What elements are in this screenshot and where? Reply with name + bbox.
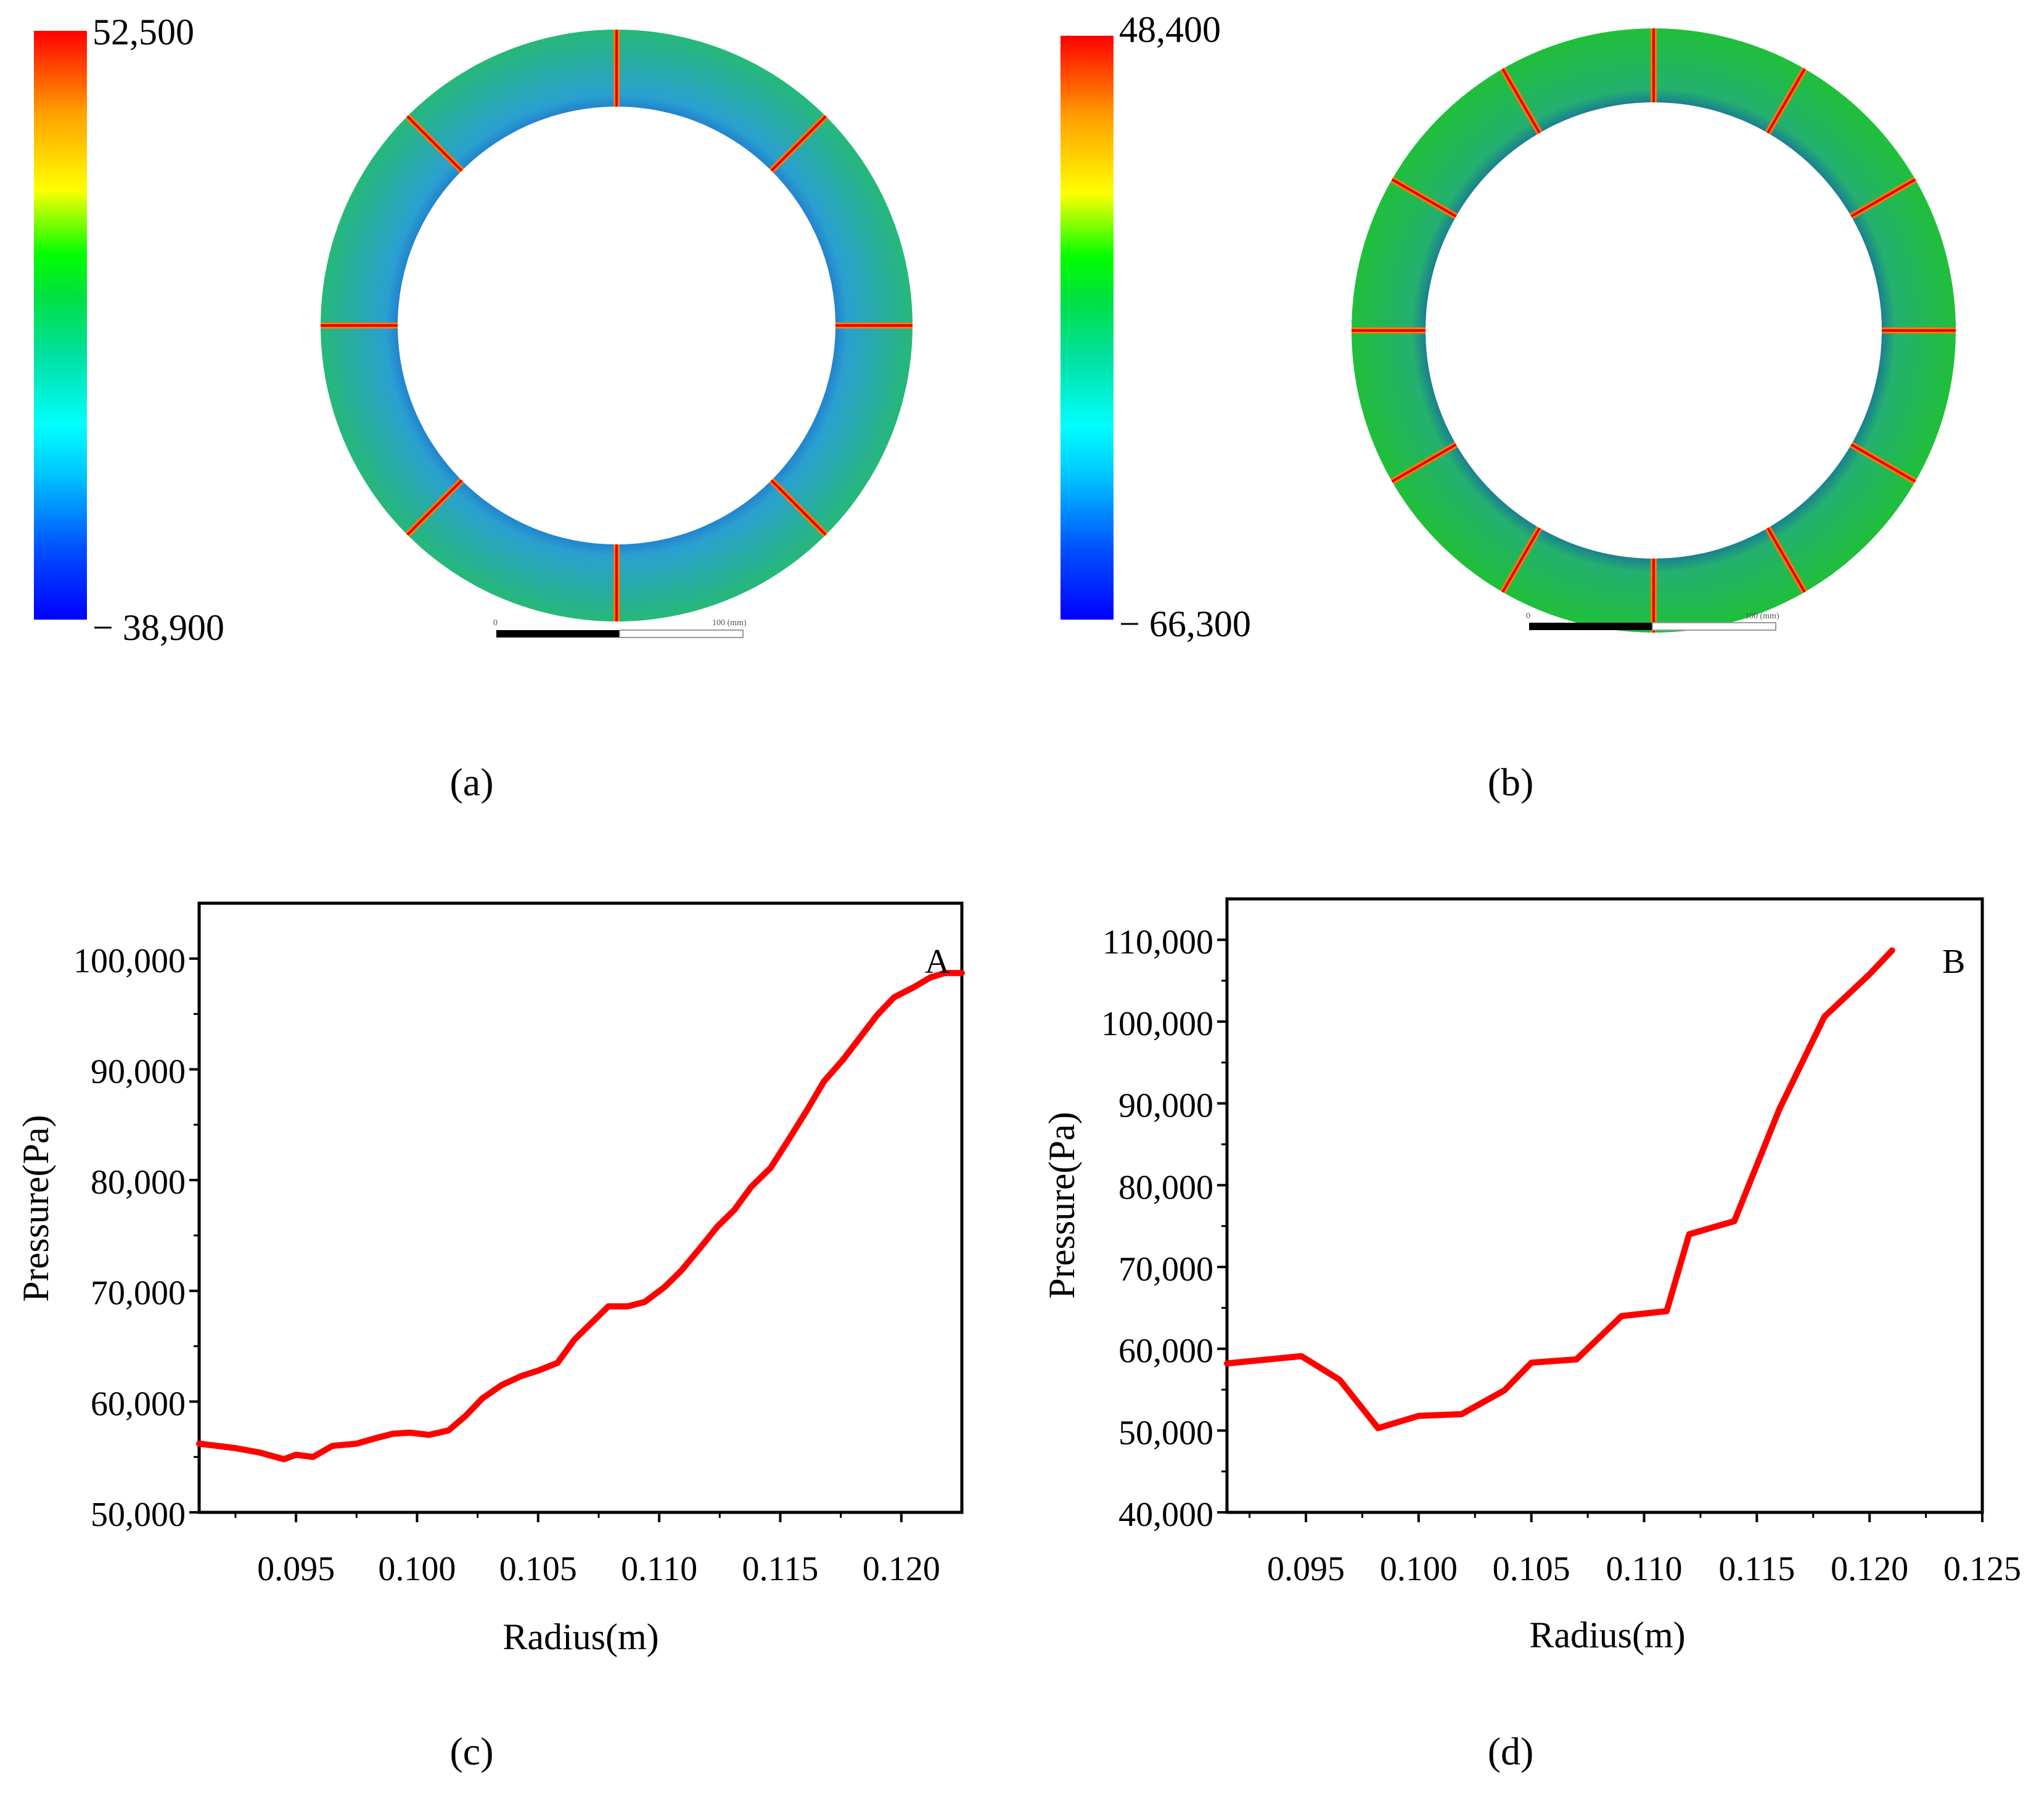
panel-b-label: (b) — [1488, 760, 1534, 804]
chart-c-ytick-label: 80,000 — [91, 1163, 186, 1202]
chart-c-ytick-label: 70,000 — [91, 1274, 186, 1313]
chart-c-ytick-label: 60,000 — [91, 1385, 186, 1423]
chart-d-ytick-label: 100,000 — [1101, 1005, 1213, 1043]
ring-b-blade-core — [1501, 68, 1541, 134]
chart-c-ytick-label: 100,000 — [73, 942, 186, 980]
chart-c-xtick-label: 0.100 — [378, 1550, 456, 1588]
ring-b-blade-core — [1850, 443, 1916, 483]
ring-a-blade-core — [406, 479, 463, 536]
ring-b-body — [1352, 28, 1956, 633]
ring-a-blades — [321, 30, 913, 621]
chart-d-ytick-label: 70,000 — [1118, 1250, 1213, 1289]
ring-a-blade-core — [770, 115, 827, 172]
chart-c-series-label: A — [925, 943, 950, 981]
chart-d-frame — [1225, 897, 1984, 1514]
ring-b — [1352, 28, 1956, 633]
chart-c-xtick-label: 0.120 — [863, 1550, 940, 1588]
chart-c-ylabel: Pressure(Pa) — [15, 1115, 56, 1301]
chart-d-xtick-label: 0.125 — [1943, 1550, 2021, 1588]
ring-a-blade-core — [406, 115, 463, 172]
panel-b: 48,400 − 66,300 0 100 (mm) (b) — [1061, 9, 1956, 804]
ring-a-blade-core — [770, 479, 827, 536]
chart-c-xtick-label: 0.110 — [621, 1550, 697, 1588]
chart-c-ytick-label: 50,000 — [91, 1496, 186, 1534]
scale-bar-b-end: 100 (mm) — [1745, 612, 1779, 621]
chart-c-xtick-label: 0.095 — [257, 1550, 335, 1588]
ring-b-blade-core — [1766, 68, 1806, 134]
chart-d-xlabel: Radius(m) — [1529, 1615, 1685, 1655]
chart-c-series-line — [196, 970, 965, 1462]
ring-b-blade-core — [1391, 443, 1457, 483]
panel-c-label: (c) — [449, 1729, 493, 1773]
chart-d-ytick-label: 60,000 — [1118, 1332, 1213, 1371]
chart-d-ytick-label: 80,000 — [1118, 1168, 1213, 1207]
scale-bar-a-end: 100 (mm) — [712, 618, 747, 628]
chart-c-ytick-label: 90,000 — [91, 1052, 186, 1091]
scale-bar-a: 0 100 (mm) — [493, 618, 747, 638]
colorbar-b-min-label: − 66,300 — [1119, 604, 1251, 644]
chart-c-frame — [197, 901, 964, 1514]
chart-c-ticks: 50,000 60,000 70,000 80,000 90,000 100,000 0.0… — [73, 942, 940, 1588]
chart-c-xlabel: Radius(m) — [503, 1617, 659, 1657]
ring-b-blade-core — [1501, 527, 1541, 593]
chart-d-series-label: B — [1942, 943, 1965, 981]
chart-c-xtick-label: 0.105 — [499, 1550, 577, 1588]
chart-d-series-line — [1224, 947, 1895, 1432]
chart-d-ytick-label: 110,000 — [1102, 923, 1213, 961]
panel-a-label: (a) — [449, 760, 493, 804]
chart-d-xtick-label: 0.095 — [1267, 1550, 1345, 1588]
ring-b-blade-core — [1766, 527, 1806, 593]
colorbar-a — [34, 31, 87, 620]
scale-bar-b-zero: 0 — [1526, 612, 1530, 621]
panel-a: 52,500 − 38,900 0 100 (mm) (a) — [34, 12, 913, 804]
chart-d-ytick-label: 50,000 — [1118, 1414, 1213, 1452]
chart-d-xtick-label: 0.115 — [1718, 1550, 1795, 1588]
chart-d-ytick-label: 90,000 — [1118, 1087, 1213, 1125]
chart-d-xtick-label: 0.110 — [1606, 1550, 1683, 1588]
colorbar-b-max-label: 48,400 — [1119, 9, 1221, 50]
ring-a — [321, 30, 913, 621]
panel-d-label: (d) — [1488, 1729, 1534, 1773]
colorbar-b — [1061, 36, 1114, 620]
colorbar-a-max-label: 52,500 — [92, 12, 194, 52]
ring-b-blade-core — [1850, 178, 1916, 218]
chart-d-ylabel: Pressure(Pa) — [1041, 1112, 1082, 1298]
scale-bar-a-zero: 0 — [493, 618, 498, 628]
chart-d-xtick-label: 0.100 — [1380, 1550, 1458, 1588]
ring-b-blade-core — [1391, 178, 1457, 218]
colorbar-a-min-label: − 38,900 — [92, 607, 224, 648]
scale-bar-b: 0 100 (mm) — [1526, 612, 1779, 631]
chart-d: 40,000 50,000 60,000 70,000 80,000 90,000 100,… — [1041, 897, 2021, 1773]
chart-d-xtick-label: 0.120 — [1831, 1550, 1908, 1588]
chart-d-ytick-label: 40,000 — [1118, 1496, 1213, 1534]
chart-c: 50,000 60,000 70,000 80,000 90,000 100,000 0.0… — [15, 901, 965, 1773]
ring-b-blades — [1352, 28, 1956, 633]
chart-c-xtick-label: 0.115 — [742, 1550, 819, 1588]
chart-d-ticks: 40,000 50,000 60,000 70,000 80,000 90,000 100,… — [1101, 923, 2021, 1588]
chart-d-xtick-label: 0.105 — [1493, 1550, 1570, 1588]
